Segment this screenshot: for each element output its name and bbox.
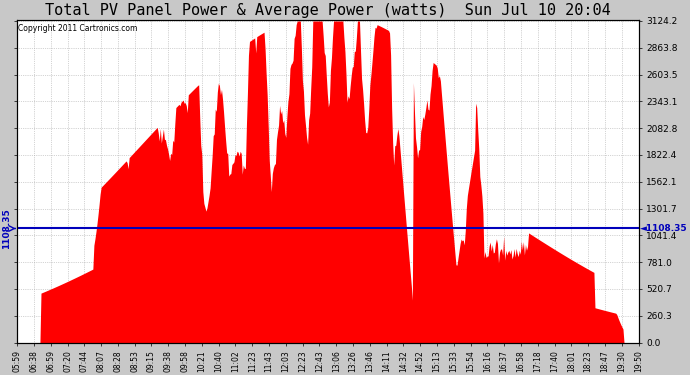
Text: 1108.35: 1108.35 [2, 208, 11, 249]
Text: ◄1108.35: ◄1108.35 [640, 224, 687, 233]
Text: Copyright 2011 Cartronics.com: Copyright 2011 Cartronics.com [19, 24, 138, 33]
Title: Total PV Panel Power & Average Power (watts)  Sun Jul 10 20:04: Total PV Panel Power & Average Power (wa… [45, 3, 611, 18]
